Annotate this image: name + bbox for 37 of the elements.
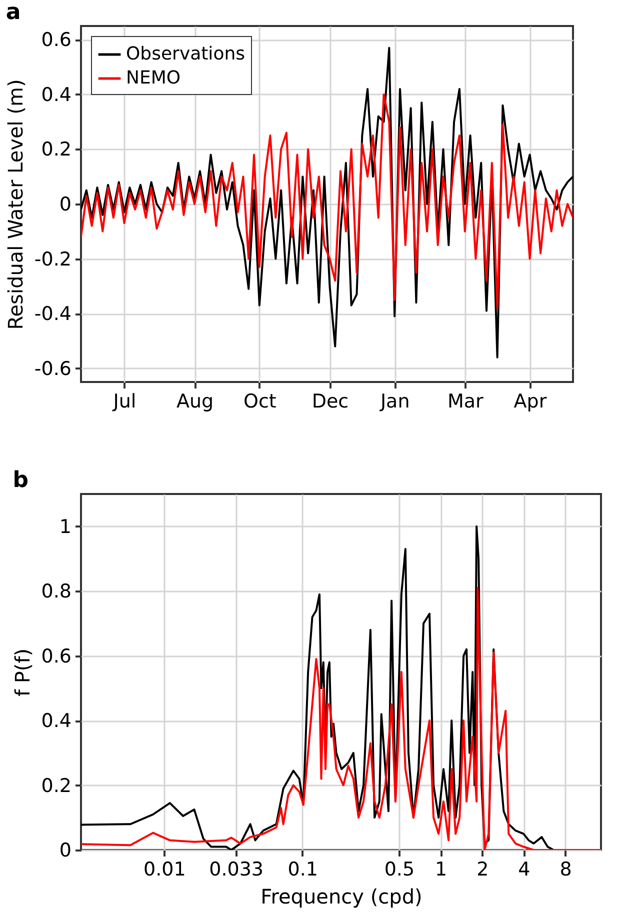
chart-title: b xyxy=(12,468,29,493)
x-tick-label: 0.01 xyxy=(144,858,186,880)
x-tick-label: 8 xyxy=(560,858,572,880)
y-axis-title: Residual Water Level (m) xyxy=(3,79,28,330)
x-tick-label: Dec xyxy=(312,390,349,412)
y-tick-label: 1 xyxy=(59,516,72,538)
y-tick-label: -0.4 xyxy=(34,303,72,326)
x-tick-label: Jul xyxy=(112,390,136,412)
y-tick-label: 0.8 xyxy=(41,580,72,603)
x-tick-label: Oct xyxy=(243,390,276,412)
y-tick-label: 0.2 xyxy=(41,138,72,161)
x-tick-label: Jan xyxy=(379,390,410,412)
line-series xyxy=(81,93,573,310)
x-tick-label: 0.033 xyxy=(209,858,264,880)
chart-title: a xyxy=(6,0,21,25)
x-tick-label: 1 xyxy=(434,858,448,880)
legend-label: Observations xyxy=(126,44,245,64)
x-tick-label: 0.5 xyxy=(384,858,415,880)
y-tick-label: 0.6 xyxy=(41,29,72,52)
x-axis-title: Frequency (cpd) xyxy=(260,884,422,908)
y-tick-label: 0.6 xyxy=(41,645,72,668)
y-tick-label: 0 xyxy=(59,194,72,216)
y-tick-label: 0.2 xyxy=(41,774,72,797)
y-tick-label: 0 xyxy=(59,840,72,862)
y-tick-label: 0.4 xyxy=(41,710,72,732)
y-tick-label: -0.6 xyxy=(34,358,72,380)
x-tick-label: Apr xyxy=(514,390,547,412)
x-tick-label: Aug xyxy=(176,390,214,412)
x-tick-label: 0.1 xyxy=(288,858,318,880)
y-axis-title: f P(f) xyxy=(10,648,34,697)
x-tick-label: Mar xyxy=(447,390,484,412)
y-tick-label: -0.2 xyxy=(34,248,72,270)
line-series xyxy=(81,46,573,358)
legend-label: NEMO xyxy=(126,68,181,88)
x-tick-label: 2 xyxy=(476,858,489,880)
y-tick-label: 0.4 xyxy=(41,84,72,106)
x-tick-label: 4 xyxy=(518,858,530,880)
